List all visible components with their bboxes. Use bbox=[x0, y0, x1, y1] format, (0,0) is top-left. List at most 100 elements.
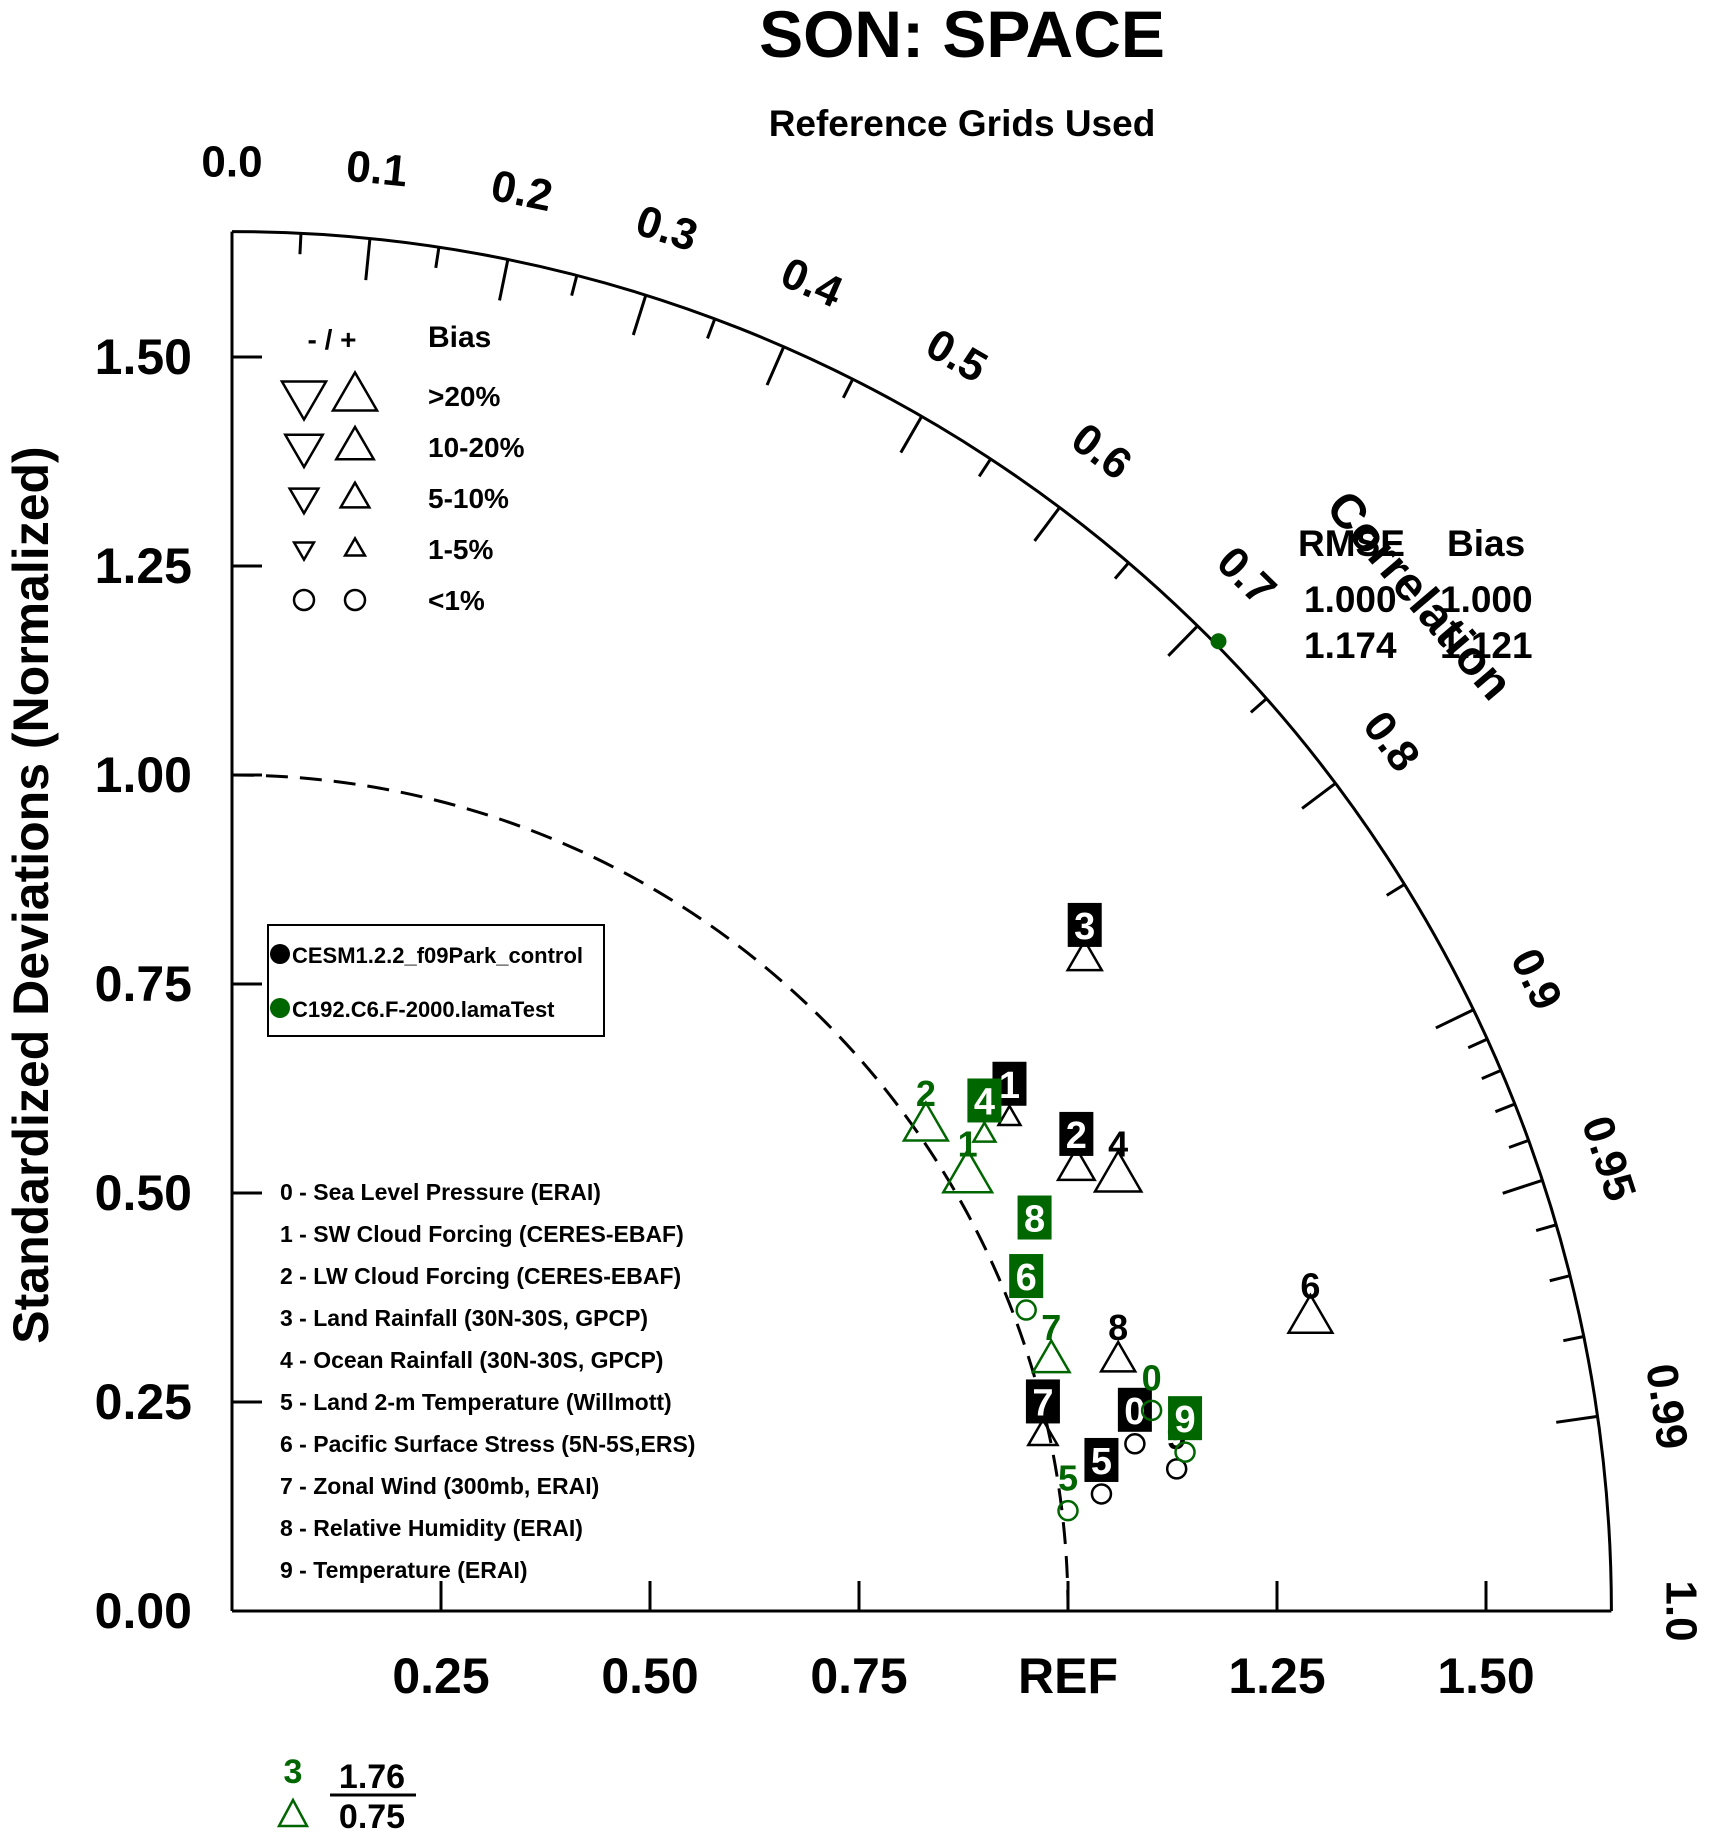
stats-header-bias: Bias bbox=[1447, 523, 1525, 564]
data-point-label: 6 bbox=[1300, 1265, 1320, 1306]
bias-legend-down-triangle bbox=[287, 487, 321, 516]
correlation-tick-label: 0.1 bbox=[344, 142, 410, 197]
data-point-label-box bbox=[1117, 1387, 1152, 1432]
data-point-marker bbox=[996, 1103, 1023, 1127]
data-point-marker bbox=[1124, 1433, 1146, 1455]
bias-legend-up-triangle bbox=[338, 480, 372, 509]
off-scale-corr: 0.75 bbox=[339, 1798, 405, 1834]
bias-legend-up-triangle bbox=[334, 424, 376, 461]
series-legend-label-1: CESM1.2.2_f09Park_control bbox=[292, 943, 583, 968]
stats-row-1-rmse: 1.000 bbox=[1304, 579, 1397, 620]
correlation-tick bbox=[1301, 782, 1337, 810]
data-point-label-box bbox=[967, 1078, 1002, 1123]
x-tick-label: 0.75 bbox=[810, 1648, 907, 1704]
correlation-minor-tick bbox=[1549, 1274, 1571, 1283]
variable-list-item: 1 - SW Cloud Forcing (CERES-EBAF) bbox=[280, 1221, 684, 1247]
correlation-tick-label: 0.7 bbox=[1207, 537, 1285, 615]
correlation-tick bbox=[631, 294, 648, 336]
series-legend-box bbox=[267, 924, 605, 1037]
data-point-label: 6 bbox=[1016, 1257, 1037, 1299]
data-point-marker bbox=[901, 1100, 950, 1142]
series-legend: CESM1.2.2_f09Park_control C192.C6.F-2000… bbox=[267, 924, 605, 1037]
y-tick-label: 0.75 bbox=[95, 956, 192, 1012]
arc-data-point bbox=[1210, 633, 1227, 650]
bias-legend-up-triangle bbox=[342, 535, 368, 557]
variable-list-item: 4 - Ocean Rainfall (30N-30S, GPCP) bbox=[280, 1347, 663, 1373]
stats-row-2-bias: 1.121 bbox=[1440, 625, 1533, 666]
bias-legend-sign-header: - / + bbox=[307, 324, 356, 355]
correlation-tick-label: 0.6 bbox=[1062, 414, 1140, 490]
stats-header-rmse: RMSE bbox=[1298, 523, 1405, 564]
data-point-label: 8 bbox=[1108, 1307, 1128, 1348]
correlation-tick bbox=[498, 259, 510, 301]
stats-row-2-rmse: 1.174 bbox=[1304, 625, 1397, 666]
correlation-tick bbox=[1556, 1414, 1598, 1424]
correlation-tick bbox=[1502, 1178, 1543, 1195]
bias-legend-down-triangle bbox=[283, 433, 325, 470]
data-point-marker bbox=[1057, 1499, 1079, 1522]
y-tick-label: 0.25 bbox=[95, 1374, 192, 1430]
x-tick-label: 0.50 bbox=[601, 1648, 698, 1704]
bias-legend-label: <1% bbox=[428, 585, 485, 616]
off-scale-legend: 3 1.76 0.75 bbox=[276, 1753, 416, 1834]
bias-legend-down-triangle bbox=[291, 541, 317, 563]
variable-list-item: 8 - Relative Humidity (ERAI) bbox=[280, 1515, 583, 1541]
off-scale-std: 1.76 bbox=[339, 1758, 405, 1796]
y-axis-label: Standardized Deviations (Normalized) bbox=[3, 446, 59, 1343]
data-point-label: 3 bbox=[1074, 906, 1095, 948]
y-tick-label: 1.25 bbox=[95, 538, 192, 594]
variable-list-item: 5 - Land 2-m Temperature (Willmott) bbox=[280, 1389, 672, 1415]
y-tick-label: 0.50 bbox=[95, 1165, 192, 1221]
data-point-label-box bbox=[1009, 1254, 1044, 1299]
data-point-marker bbox=[1015, 1299, 1037, 1321]
data-point-label: 8 bbox=[1024, 1199, 1045, 1241]
data-point-label: 5 bbox=[1091, 1441, 1112, 1483]
data-point-label-box bbox=[1017, 1195, 1052, 1240]
variable-list-item: 2 - LW Cloud Forcing (CERES-EBAF) bbox=[280, 1263, 681, 1289]
off-scale-label: 3 bbox=[284, 1753, 303, 1791]
data-point-label: 7 bbox=[1032, 1382, 1053, 1424]
x-tick-label: 0.25 bbox=[392, 1648, 489, 1704]
data-point-label-box bbox=[1059, 1111, 1094, 1156]
correlation-minor-tick bbox=[1494, 1102, 1516, 1114]
correlation-tick-label: 0.9 bbox=[1501, 941, 1572, 1017]
data-point-marker bbox=[1090, 1483, 1113, 1505]
variable-list: 0 - Sea Level Pressure (ERAI) 1 - SW Clou… bbox=[280, 1179, 695, 1583]
variable-list-item: 3 - Land Rainfall (30N-30S, GPCP) bbox=[280, 1305, 648, 1331]
variable-list-item: 0 - Sea Level Pressure (ERAI) bbox=[280, 1179, 601, 1205]
correlation-minor-tick bbox=[298, 233, 303, 255]
correlation-minor-tick bbox=[1113, 561, 1130, 580]
variable-list-item: 9 - Temperature (ERAI) bbox=[280, 1557, 528, 1583]
correlation-tick-label: 0.8 bbox=[1353, 702, 1429, 780]
correlation-minor-tick bbox=[1249, 697, 1268, 714]
bias-legend-label: >20% bbox=[428, 381, 500, 412]
correlation-tick bbox=[1167, 624, 1199, 657]
bias-legend-down-triangle bbox=[279, 380, 329, 423]
data-point-marker bbox=[1030, 1338, 1072, 1374]
bias-legend-label: 1-5% bbox=[428, 534, 493, 565]
correlation-minor-tick bbox=[1535, 1223, 1557, 1233]
correlation-tick-label: 0.0 bbox=[201, 137, 262, 186]
data-point-marker bbox=[1055, 1145, 1097, 1182]
series-legend-marker-1 bbox=[270, 944, 290, 964]
correlation-tick bbox=[899, 415, 923, 454]
chart-subtitle: Reference Grids Used bbox=[769, 103, 1156, 144]
correlation-tick-label: 1.0 bbox=[1657, 1580, 1706, 1641]
data-point-label: 0 bbox=[1142, 1357, 1162, 1398]
correlation-minor-tick bbox=[1467, 1037, 1488, 1050]
data-point-marker bbox=[941, 1147, 995, 1194]
off-scale-triangle bbox=[276, 1797, 310, 1828]
correlation-minor-tick bbox=[434, 246, 441, 269]
correlation-minor-tick bbox=[977, 458, 992, 478]
data-point-label: 1 bbox=[958, 1123, 978, 1164]
data-point-label: 5 bbox=[1058, 1458, 1078, 1499]
data-point-label: 4 bbox=[974, 1081, 995, 1123]
correlation-minor-tick bbox=[706, 318, 717, 339]
correlation-minor-tick bbox=[1385, 883, 1406, 897]
y-tick-label: 0.00 bbox=[95, 1583, 192, 1639]
correlation-tick bbox=[1033, 506, 1061, 542]
axis-labels: 0.25 0.50 0.75 REF 1.25 1.500.000.250.500.751… bbox=[95, 137, 1706, 1704]
bias-legend-up-triangle bbox=[330, 369, 380, 412]
series-legend-label-2: C192.C6.F-2000.lamaTest bbox=[292, 997, 555, 1022]
data-point-marker bbox=[1026, 1417, 1060, 1447]
